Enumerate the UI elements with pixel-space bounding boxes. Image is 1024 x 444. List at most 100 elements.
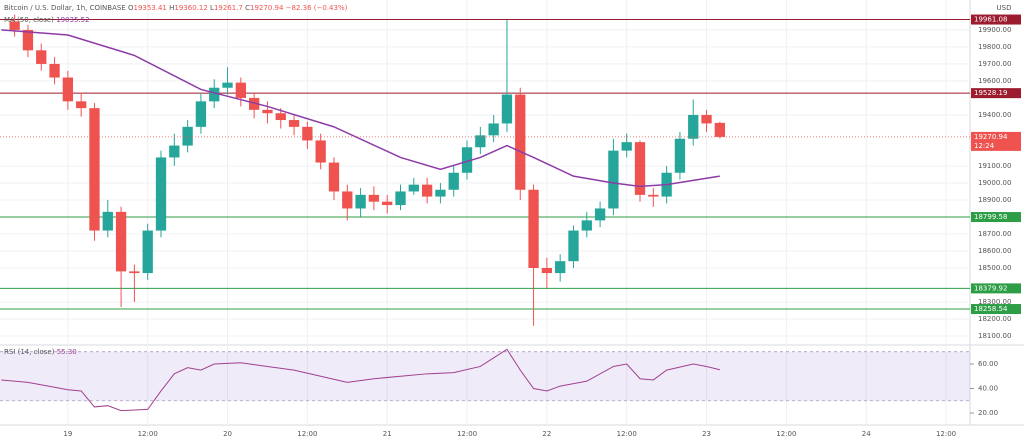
candle-body [555, 261, 566, 274]
y-tick-label: 18300.00 [978, 298, 1011, 306]
ohlc-value: 19360.12 [174, 4, 207, 12]
x-tick-label: 12:00 [138, 430, 158, 438]
candle-body [129, 271, 140, 274]
ohlc-value: 19261.7 [214, 4, 243, 12]
candle-body [608, 150, 619, 209]
candle-body [102, 211, 113, 231]
level-label-box [971, 88, 1021, 99]
candle-body [89, 108, 100, 231]
candle-body [541, 267, 553, 274]
x-tick-label: 21 [383, 430, 392, 438]
candle-body [248, 97, 260, 110]
candle-body [382, 201, 393, 206]
level-label-box [971, 304, 1021, 315]
candle-body [115, 211, 127, 272]
candle-body [195, 101, 207, 127]
y-tick-label: 19900.00 [978, 26, 1011, 34]
level-label-box [971, 212, 1021, 223]
y-tick-label: 18700.00 [978, 230, 1011, 238]
candle-body [328, 162, 340, 192]
candle-body [315, 140, 326, 163]
rsi-legend: RSI (14, close) 55.30 [4, 348, 77, 356]
candle-body [209, 87, 220, 102]
candle-body [275, 113, 286, 121]
x-tick-label: 23 [702, 430, 711, 438]
title: Bitcoin / U.S. Dollar, 1h, COINBASE [4, 4, 126, 12]
ohlc-key: O [128, 4, 134, 12]
level-label: 18379.92 [974, 284, 1007, 292]
currency: USD [997, 4, 1012, 12]
ohlc-value: 19270.94 [250, 4, 284, 12]
y-tick-label: 19000.00 [978, 179, 1011, 187]
ohlc-value: 19353.41 [133, 4, 166, 12]
ohlc-key: L [210, 4, 214, 12]
x-tick-label: 22 [542, 430, 551, 438]
candle-body [475, 135, 486, 148]
candle-body [368, 194, 380, 202]
y-tick-label: 18100.00 [978, 332, 1011, 340]
candle-body [76, 101, 87, 109]
y-tick-label: 19100.00 [978, 162, 1011, 170]
level-label: 19961.08 [974, 16, 1007, 24]
candle-body [701, 114, 712, 124]
candle-body [594, 208, 606, 221]
ohlc-key: C [245, 4, 250, 12]
y-tick-label: 18900.00 [978, 196, 1011, 204]
candle-body [62, 77, 74, 102]
candle-body [235, 82, 246, 98]
y-tick-label: 18200.00 [978, 315, 1011, 323]
candle-body [515, 94, 526, 190]
level-label-box [971, 14, 1021, 25]
rsi-tick-label: 20.00 [978, 409, 998, 417]
candle-body [421, 184, 433, 197]
candle-body [688, 114, 699, 139]
candle-body [49, 63, 60, 78]
x-tick-label: 12:00 [936, 430, 956, 438]
x-tick-label: 12:00 [457, 430, 477, 438]
level-label: 18258.54 [974, 305, 1008, 313]
rsi-tick-label: 60.00 [978, 360, 998, 368]
candle-body [288, 120, 300, 127]
level-label: 19528.19 [974, 89, 1007, 97]
x-tick-label: 12:00 [297, 430, 317, 438]
candle-body [674, 138, 686, 173]
x-tick-label: 12:00 [776, 430, 796, 438]
x-tick-label: 20 [223, 430, 232, 438]
y-tick-label: 19400.00 [978, 111, 1011, 119]
candle-body [634, 142, 646, 195]
rsi-tick-label: 40.00 [978, 385, 998, 393]
candle-body [488, 123, 499, 136]
y-tick-label: 19700.00 [978, 60, 1011, 68]
candle-body [222, 82, 233, 88]
candle-body [581, 220, 592, 231]
candle-body [22, 29, 34, 51]
candle-body [142, 230, 153, 274]
candle-body [568, 230, 579, 262]
rsi-band [0, 351, 970, 401]
last-price-box [971, 131, 1021, 151]
candle-body [169, 145, 180, 158]
level-label-box [971, 283, 1021, 294]
candle-body [501, 94, 513, 124]
ma-legend-part: 19035.52 [56, 16, 89, 24]
candle-body [461, 147, 473, 173]
y-tick-label: 19800.00 [978, 43, 1011, 51]
candle-body [714, 122, 726, 137]
header: Bitcoin / U.S. Dollar, 1h, COINBASE O193… [4, 4, 348, 12]
countdown: 12:24 [974, 142, 995, 150]
rsi-legend-part: RSI (14, close) [4, 348, 55, 356]
candle-body [648, 194, 659, 197]
candle-body [621, 142, 632, 151]
level-label: 18799.58 [974, 213, 1007, 221]
candle-body [435, 189, 446, 197]
last-price-label: 19270.94 [974, 133, 1008, 141]
rsi-line [1, 348, 720, 412]
candle-body [155, 157, 167, 231]
ma-line [1, 29, 720, 188]
ma-legend-part: MA (50, close) [4, 16, 54, 24]
candle-body [342, 191, 353, 209]
rsi-legend-part: 55.30 [57, 348, 77, 356]
candle-body [528, 189, 539, 268]
